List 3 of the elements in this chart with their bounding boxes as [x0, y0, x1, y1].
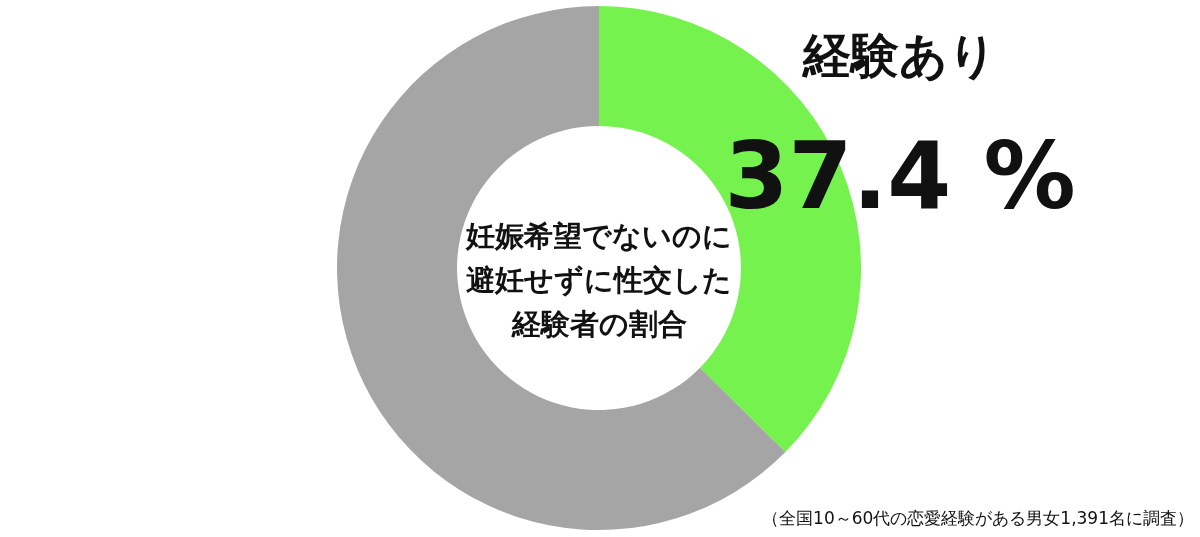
text: （全国10～60代の恋愛経験がある男女1,391名に調査）	[762, 508, 1194, 528]
slice-label: 経験あり	[801, 27, 997, 83]
text: 妊娠希望でないのに避妊せずに性交した経験者の割合	[465, 219, 732, 341]
